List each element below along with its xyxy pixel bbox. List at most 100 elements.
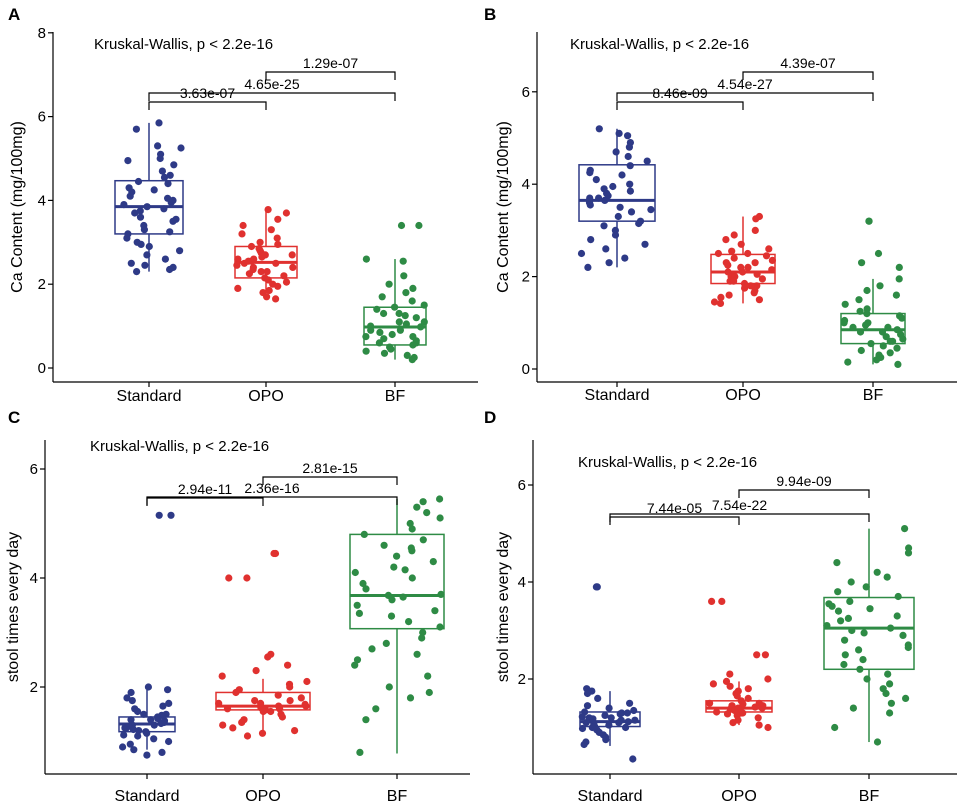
data-point-bf	[412, 314, 420, 322]
data-point-standard	[158, 167, 166, 175]
data-point-bf	[437, 590, 445, 599]
data-point-bf	[873, 568, 881, 576]
data-point-standard	[133, 268, 141, 276]
y-axis-label: Ca Content (mg/100mg)	[495, 121, 512, 293]
data-point-bf	[895, 263, 903, 271]
data-point-bf	[359, 579, 367, 588]
data-point-bf	[399, 257, 407, 265]
data-point-opo	[243, 732, 252, 740]
data-point-bf	[395, 309, 403, 318]
data-point-opo	[284, 661, 292, 669]
data-point-standard	[618, 171, 626, 179]
data-point-opo	[239, 221, 247, 230]
x-tick-label-bf: BF	[385, 388, 406, 405]
kruskal-wallis-label: Kruskal-Wallis, p < 2.2e-16	[90, 438, 269, 455]
data-point-bf	[899, 631, 907, 640]
data-point-bf	[431, 607, 439, 615]
data-point-opo	[753, 270, 761, 278]
data-point-bf	[413, 650, 421, 658]
data-point-bf	[436, 514, 444, 522]
data-point-opo	[764, 723, 772, 732]
bracket-standard-opo	[146, 497, 264, 506]
data-point-bf	[436, 623, 444, 631]
data-point-opo	[730, 254, 738, 262]
data-point-standard	[141, 261, 149, 269]
data-point-opo	[256, 238, 264, 246]
data-point-bf	[841, 636, 849, 644]
data-point-standard	[605, 259, 613, 267]
bracket-standard-bf	[616, 92, 874, 101]
data-point-bf	[863, 310, 871, 318]
data-point-bf	[882, 689, 890, 698]
bracket-standard-opo	[616, 101, 744, 110]
data-point-bf	[382, 639, 390, 648]
bracket-standard-bf	[146, 496, 398, 505]
data-point-standard	[122, 724, 131, 732]
data-point-bf	[408, 525, 416, 533]
data-point-bf	[834, 607, 843, 615]
data-point-standard	[167, 198, 175, 207]
data-point-bf	[412, 339, 420, 347]
data-point-bf	[408, 356, 416, 364]
data-point-bf	[901, 525, 909, 533]
data-point-opo	[233, 261, 241, 269]
data-point-bf	[892, 291, 901, 299]
x-tick-label-bf: BF	[859, 788, 880, 805]
data-point-standard	[159, 718, 168, 727]
data-point-standard	[580, 740, 588, 749]
data-point-bf	[362, 255, 370, 263]
data-point-bf	[879, 342, 887, 350]
y-tick-label: 2	[38, 276, 46, 293]
y-tick-label: 0	[38, 360, 46, 377]
data-point-bf	[856, 307, 864, 315]
data-point-standard	[602, 245, 610, 253]
data-point-bf	[873, 356, 881, 364]
y-tick-label: 4	[38, 192, 46, 209]
p-value-label: 1.29e-07	[303, 55, 358, 71]
data-point-opo	[710, 298, 719, 306]
data-point-standard	[616, 710, 624, 718]
data-point-bf	[406, 694, 415, 702]
data-point-bf	[831, 723, 839, 732]
data-point-bf	[847, 578, 855, 586]
data-point-bf	[373, 305, 381, 313]
data-point-standard	[578, 713, 586, 721]
data-point-standard	[605, 721, 613, 729]
p-value-label: 9.94e-09	[776, 473, 831, 489]
data-point-standard	[150, 735, 158, 743]
data-point-opo	[728, 247, 736, 255]
data-point-bf	[863, 286, 871, 295]
data-point-bf	[862, 583, 870, 591]
y-tick-label: 4	[518, 574, 526, 591]
data-point-standard	[136, 213, 145, 221]
y-tick-label: 6	[38, 109, 46, 126]
data-point-opo	[229, 724, 237, 732]
data-point-opo	[274, 282, 282, 290]
data-point-opo	[762, 252, 771, 260]
data-point-standard	[169, 217, 177, 225]
data-point-bf	[420, 318, 428, 326]
data-point-standard	[137, 240, 145, 248]
data-point-bf	[855, 296, 863, 304]
p-value-label: 2.36e-16	[244, 480, 299, 496]
data-point-bf	[403, 351, 411, 359]
data-point-standard	[631, 716, 639, 724]
data-point-opo	[274, 215, 282, 223]
data-point-bf	[429, 558, 437, 566]
x-tick-label-opo: OPO	[248, 388, 284, 405]
data-point-standard	[626, 187, 635, 195]
data-point-opo	[731, 706, 739, 715]
data-point-standard	[578, 724, 587, 733]
p-value-label: 7.54e-22	[712, 497, 767, 513]
data-point-opo	[264, 653, 272, 661]
data-point-bf	[353, 656, 362, 664]
panel-c: C 2 4 6 stool times every day Standard OPO BF Kr…	[5, 408, 470, 805]
data-point-standard	[577, 249, 586, 258]
data-point-standard	[147, 716, 155, 724]
data-point-bf	[397, 221, 406, 230]
data-point-opo	[218, 672, 226, 680]
data-point-opo	[768, 266, 776, 274]
data-point-bf	[355, 609, 363, 618]
data-point-bf	[825, 600, 833, 608]
